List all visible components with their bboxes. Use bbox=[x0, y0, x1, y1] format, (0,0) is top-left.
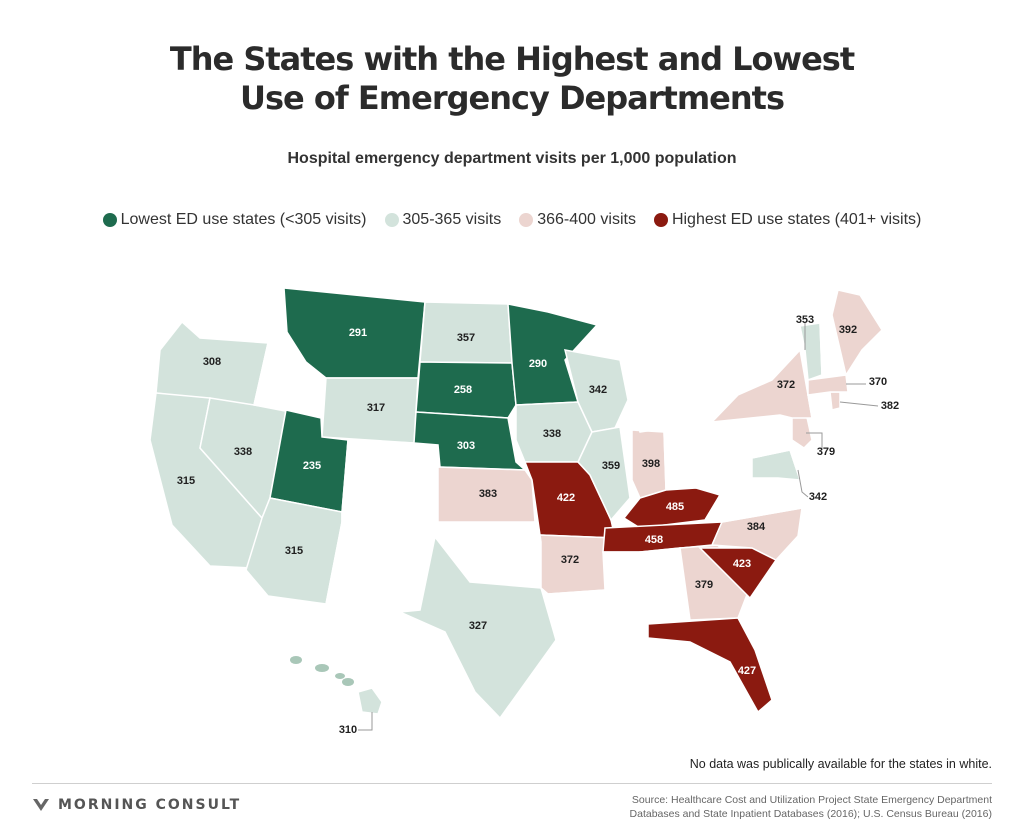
hawaii-island-1 bbox=[290, 656, 302, 664]
hawaii-island-3 bbox=[335, 673, 345, 679]
state-nm bbox=[325, 521, 439, 611]
state-hi bbox=[357, 687, 383, 715]
value-label-mo: 422 bbox=[557, 492, 575, 504]
value-label-wy: 317 bbox=[367, 402, 385, 414]
value-label-ca: 315 bbox=[177, 475, 195, 487]
value-label-ia: 338 bbox=[543, 428, 561, 440]
state-mi bbox=[628, 349, 687, 433]
source-line-2: Databases and State Inpatient Databases … bbox=[629, 808, 992, 820]
no-data-note: No data was publically available for the… bbox=[689, 757, 992, 771]
leader-line-nj bbox=[806, 432, 823, 450]
state-fl bbox=[647, 617, 773, 714]
source-line-1: Source: Healthcare Cost and Utilization … bbox=[631, 794, 992, 806]
state-tx bbox=[397, 535, 557, 720]
state-oh bbox=[663, 429, 721, 491]
state-mn bbox=[507, 303, 599, 406]
brand-logo: MORNING CONSULT bbox=[32, 797, 241, 813]
brand-name: MORNING CONSULT bbox=[58, 797, 242, 813]
value-label-fl: 427 bbox=[738, 665, 756, 677]
state-de bbox=[789, 447, 809, 482]
legend-label-lowest: Lowest ED use states (<305 visits) bbox=[120, 211, 367, 228]
state-sd bbox=[415, 361, 517, 419]
value-label-nv: 338 bbox=[234, 446, 252, 458]
state-il bbox=[577, 426, 631, 522]
legend-item-366-400: 366-400 visits bbox=[519, 208, 636, 232]
hawaii-island-2 bbox=[315, 664, 329, 672]
value-label-in: 398 bbox=[642, 458, 660, 470]
hawaii-island-4 bbox=[342, 678, 354, 686]
legend-label-305-365: 305-365 visits bbox=[402, 211, 502, 228]
state-ms bbox=[602, 551, 641, 625]
legend-item-highest: Highest ED use states (401+ visits) bbox=[653, 208, 922, 232]
value-label-mt: 291 bbox=[349, 327, 367, 339]
value-label-me: 392 bbox=[839, 324, 857, 336]
legend-label-366-400: 366-400 visits bbox=[537, 211, 636, 228]
value-label-ks: 383 bbox=[479, 488, 497, 500]
state-ct bbox=[807, 391, 833, 420]
value-label-ny: 372 bbox=[777, 379, 795, 391]
legend-swatch-lowest bbox=[102, 213, 117, 227]
legend-swatch-366-400 bbox=[519, 213, 534, 227]
state-me bbox=[831, 289, 883, 377]
state-ri bbox=[829, 391, 841, 411]
value-label-il: 359 bbox=[602, 460, 620, 472]
value-label-ar: 372 bbox=[561, 554, 579, 566]
title-line-1: The States with the Highest and Lowest bbox=[169, 40, 855, 78]
legend: Lowest ED use states (<305 visits) 305-3… bbox=[0, 208, 1024, 232]
legend-swatch-305-365 bbox=[384, 213, 399, 227]
value-label-nd: 357 bbox=[457, 332, 475, 344]
footer-divider bbox=[32, 783, 992, 784]
title-line-2: Use of Emergency Departments bbox=[240, 79, 785, 117]
leader-line-md bbox=[797, 469, 809, 498]
value-label-vt: 353 bbox=[796, 314, 814, 326]
state-ma bbox=[807, 374, 849, 396]
value-label-ga: 379 bbox=[695, 579, 713, 591]
legend-item-305-365: 305-365 visits bbox=[384, 208, 502, 232]
value-label-az: 315 bbox=[285, 545, 303, 557]
value-label-or: 308 bbox=[203, 356, 221, 368]
value-label-tn: 458 bbox=[645, 534, 663, 546]
value-label-md: 342 bbox=[809, 491, 827, 503]
state-ks bbox=[437, 466, 536, 523]
value-label-sd: 258 bbox=[454, 384, 472, 396]
leader-line-hi bbox=[358, 712, 373, 731]
value-label-hi: 310 bbox=[339, 724, 357, 736]
value-label-sc: 423 bbox=[733, 558, 751, 570]
value-label-tx: 327 bbox=[469, 620, 487, 632]
value-label-ri: 382 bbox=[881, 400, 899, 412]
legend-item-lowest: Lowest ED use states (<305 visits) bbox=[102, 208, 367, 232]
us-map: 308 315 338 291 317 235 315 357 258 303 383 327 290 3… bbox=[149, 274, 899, 736]
source-note: Source: Healthcare Cost and Utilization … bbox=[562, 793, 992, 821]
state-ak bbox=[179, 621, 331, 726]
value-label-ma: 370 bbox=[869, 376, 887, 388]
legend-swatch-highest bbox=[653, 213, 668, 227]
value-label-nj: 379 bbox=[817, 446, 835, 458]
state-ny bbox=[710, 348, 813, 423]
value-label-nc: 384 bbox=[747, 521, 766, 533]
legend-label-highest: Highest ED use states (401+ visits) bbox=[671, 211, 922, 228]
value-label-mn: 290 bbox=[529, 358, 547, 370]
leader-line-ri bbox=[839, 401, 879, 407]
value-label-wi: 342 bbox=[589, 384, 607, 396]
value-label-ky: 485 bbox=[666, 501, 684, 513]
state-co bbox=[341, 439, 439, 526]
chart-subtitle: Hospital emergency department visits per… bbox=[287, 150, 737, 167]
chart-title: The States with the Highest and Lowest U… bbox=[0, 40, 1024, 118]
value-label-ne: 303 bbox=[457, 440, 475, 452]
value-label-ut: 235 bbox=[303, 460, 321, 472]
brand-mark-icon bbox=[33, 799, 49, 811]
